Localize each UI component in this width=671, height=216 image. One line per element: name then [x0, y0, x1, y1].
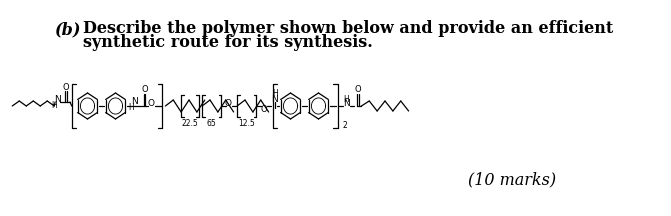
Text: H: H [128, 103, 134, 113]
Text: N: N [132, 97, 138, 106]
Text: 65: 65 [207, 119, 217, 127]
Text: O: O [141, 86, 148, 95]
Text: 22.5: 22.5 [182, 119, 198, 127]
Text: H: H [52, 102, 57, 111]
Text: O: O [62, 83, 69, 92]
Text: O: O [148, 100, 155, 108]
Text: O: O [225, 100, 232, 108]
Text: O: O [354, 86, 361, 95]
Text: 12.5: 12.5 [238, 119, 255, 127]
Text: N: N [343, 100, 350, 108]
Text: 2: 2 [342, 121, 347, 130]
Text: N: N [271, 95, 278, 103]
Text: H: H [272, 89, 278, 97]
Text: Describe the polymer shown below and provide an efficient: Describe the polymer shown below and pro… [83, 20, 613, 37]
Text: O: O [260, 105, 266, 113]
Text: (10 marks): (10 marks) [468, 171, 556, 188]
Text: N: N [54, 95, 61, 105]
Text: (b): (b) [54, 21, 81, 38]
Text: H: H [344, 95, 350, 103]
Text: synthetic route for its synthesis.: synthetic route for its synthesis. [83, 34, 373, 51]
